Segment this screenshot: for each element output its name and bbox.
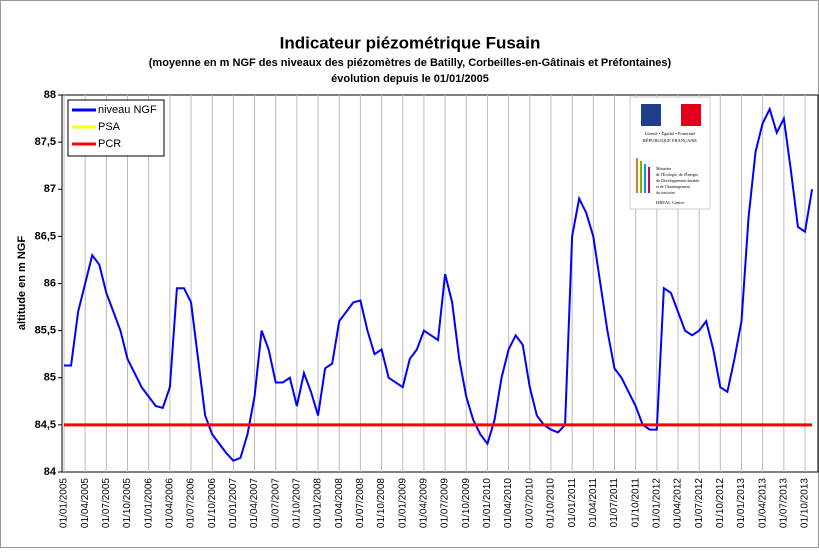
x-tick-label: 01/04/2011 (588, 478, 599, 528)
chart-title: Indicateur piézométrique Fusain (280, 33, 541, 52)
logo-bar (648, 167, 650, 193)
data-line (64, 106, 814, 462)
x-tick-label: 01/04/2005 (80, 478, 91, 528)
logo-text: de l'Écologie, de l'Énergie, (656, 172, 699, 178)
x-tick-label: 01/10/2009 (461, 478, 472, 528)
x-tick-label: 01/10/2013 (800, 478, 811, 528)
x-tick-label: 01/10/2006 (207, 478, 218, 528)
x-tick-label: 01/04/2010 (503, 478, 514, 528)
x-tick-label: 01/07/2013 (778, 478, 789, 528)
logo-bar (640, 161, 642, 193)
x-tick-label: 01/10/2010 (546, 478, 557, 528)
x-tick-label: 01/04/2009 (419, 478, 430, 528)
x-tick-label: 01/07/2009 (440, 478, 451, 528)
x-tick-label: 01/10/2005 (122, 478, 133, 528)
legend-label: niveau NGF (98, 104, 157, 116)
y-tick-label: 85,5 (35, 325, 56, 337)
x-tick-label: 01/10/2011 (630, 478, 641, 528)
logo-text: Liberté • Égalité • Fraternité (645, 131, 696, 136)
y-tick-label: 87 (44, 183, 56, 195)
logo-text: du territoire (656, 190, 675, 195)
x-tick-label: 01/07/2012 (694, 478, 705, 528)
logo-text: DREAL Centre (656, 200, 684, 205)
y-tick-label: 86 (44, 277, 56, 289)
x-tick-label: 01/10/2012 (715, 478, 726, 528)
x-tick-label: 01/01/2013 (736, 478, 747, 528)
x-tick-label: 01/01/2009 (397, 478, 408, 528)
x-tick-label: 01/07/2007 (270, 478, 281, 528)
logo-text: RÉPUBLIQUE FRANÇAISE (643, 138, 697, 143)
y-tick-label: 85 (44, 372, 56, 384)
x-tick-label: 01/07/2005 (101, 478, 112, 528)
chart-subtitle: évolution depuis le 01/01/2005 (331, 73, 489, 85)
x-tick-label: 01/01/2007 (228, 478, 239, 528)
logo-text: du Développement durable (656, 178, 700, 183)
logo-text: Ministère (656, 166, 672, 171)
y-tick-label: 88 (44, 89, 56, 101)
logo-text: et de l'Aménagement (656, 184, 691, 189)
x-tick-label: 01/01/2011 (567, 478, 578, 528)
logo-flag-red (681, 104, 701, 126)
logo-flag-blue (641, 104, 661, 126)
x-tick-label: 01/04/2006 (164, 478, 175, 528)
legend-label: PSA (98, 121, 121, 133)
x-tick-label: 01/01/2006 (143, 478, 154, 528)
x-tick-label: 01/07/2008 (355, 478, 366, 528)
x-tick-label: 01/04/2007 (249, 478, 260, 528)
logo-bar (644, 164, 646, 193)
y-tick-label: 86,5 (35, 230, 56, 242)
x-tick-label: 01/07/2010 (524, 478, 535, 528)
x-tick-label: 01/01/2012 (651, 478, 662, 528)
x-tick-label: 01/01/2008 (313, 478, 324, 528)
x-tick-label: 01/10/2007 (292, 478, 303, 528)
x-tick-label: 01/04/2008 (334, 478, 345, 528)
chart-subtitle: (moyenne en m NGF des niveaux des piézom… (149, 57, 672, 69)
y-tick-label: 87,5 (35, 136, 56, 148)
x-tick-label: 01/10/2008 (376, 478, 387, 528)
x-tick-label: 01/04/2013 (757, 478, 768, 528)
y-axis-label: altitude en m NGF (16, 236, 28, 330)
x-tick-label: 01/07/2006 (186, 478, 197, 528)
y-tick-label: 84 (44, 466, 57, 478)
legend-label: PCR (98, 138, 121, 150)
y-tick-label: 84,5 (35, 419, 56, 431)
x-tick-label: 01/04/2012 (673, 478, 684, 528)
x-tick-label: 01/07/2011 (609, 478, 620, 528)
logo-bar (636, 158, 638, 193)
x-tick-label: 01/01/2005 (59, 478, 70, 528)
x-tick-label: 01/01/2010 (482, 478, 493, 528)
